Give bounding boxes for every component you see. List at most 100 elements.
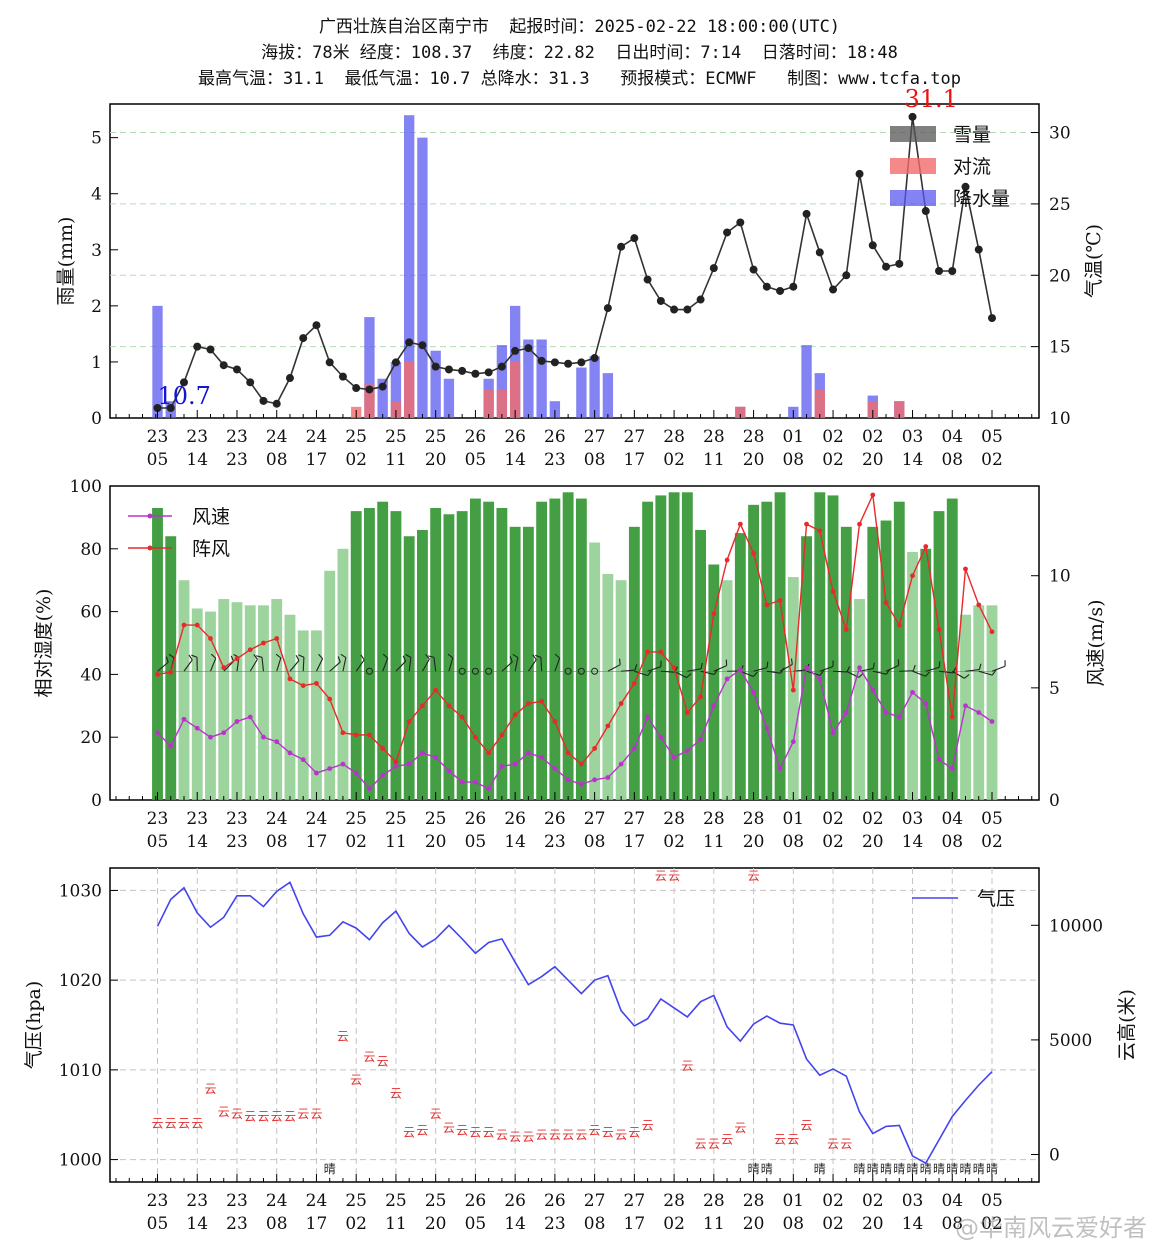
humidity-bar	[946, 498, 958, 800]
cloud-label: 云	[615, 1128, 627, 1142]
wind-barb	[978, 670, 993, 676]
precip-bar	[152, 305, 163, 418]
wind-barb	[647, 666, 662, 672]
cloud-label: 云	[403, 1126, 415, 1140]
humidity-bar	[867, 526, 879, 800]
temperature-point	[285, 374, 294, 383]
cloud-label: 云	[681, 1059, 693, 1073]
humidity-bar	[258, 605, 269, 800]
cloud-label: 云	[734, 1121, 746, 1135]
wind-speed-point	[499, 763, 505, 769]
wind-barb-flag	[210, 653, 217, 659]
x-tick-label-day: 26	[544, 1191, 566, 1211]
wind-barb	[421, 658, 430, 672]
cloud-label: 云	[575, 1128, 587, 1142]
gust-point	[843, 627, 849, 632]
cloud-label: 云	[721, 1132, 733, 1146]
gust-point	[645, 649, 651, 655]
wind-speed-point	[221, 730, 227, 736]
cloud-label: 云	[231, 1107, 243, 1121]
legend-label: 对流	[953, 156, 991, 178]
x-tick-label-day: 25	[385, 1191, 407, 1211]
cloud-label: 云	[642, 1119, 654, 1133]
x-tick-label-hour: 05	[147, 450, 169, 470]
y2-tick-label: 20	[1049, 266, 1071, 286]
temperature-line	[157, 116, 993, 409]
humidity-bar	[734, 533, 746, 800]
precip-bar	[390, 361, 402, 418]
wind-barb	[634, 670, 648, 677]
convection-bar	[814, 389, 825, 418]
x-tick-label-hour: 02	[663, 1214, 685, 1234]
cloud-label: 云	[244, 1110, 256, 1124]
wind-barb-flag	[634, 664, 638, 671]
x-tick-label-day: 25	[385, 427, 407, 447]
precip-bar	[602, 373, 614, 418]
wind-barb	[766, 670, 781, 674]
x-tick-label-day: 27	[624, 809, 646, 829]
precip-bar	[589, 356, 600, 418]
x-tick-label-day: 03	[902, 809, 924, 829]
header-summary-line: 最高气温：31.1 最低气温：10.7 总降水：31.3 预报模式：ECMWF …	[198, 69, 961, 89]
y-tick-label: 1000	[59, 1151, 102, 1171]
convection-bar	[364, 384, 375, 418]
clear-sky-label: 晴	[986, 1162, 998, 1176]
wind-speed-point	[817, 676, 823, 682]
x-tick-label-hour: 20	[425, 450, 447, 470]
temperature-point	[511, 346, 520, 355]
x-tick-label-day: 02	[822, 809, 844, 829]
clear-sky-label: 晴	[814, 1162, 826, 1176]
gust-point	[711, 611, 717, 617]
rain-axis-label: 雨量(mm)	[55, 217, 77, 306]
convection-bar	[867, 401, 878, 418]
wind-speed-point	[737, 667, 743, 673]
x-tick-label-hour: 02	[981, 450, 1003, 470]
wind-barb	[607, 664, 621, 672]
wind-barb-flag	[165, 656, 169, 663]
wind-speed-point	[274, 739, 280, 745]
wind-speed-point	[194, 725, 200, 731]
temperature-point	[842, 271, 851, 280]
wind-barb	[209, 658, 217, 672]
x-tick-label-hour: 20	[862, 1214, 884, 1234]
gust-point	[406, 719, 412, 724]
precip-bar	[536, 339, 547, 418]
precip-bar	[549, 401, 561, 418]
gust-line	[157, 492, 993, 766]
temperature-point	[961, 182, 970, 191]
humidity-bar	[311, 630, 322, 800]
x-tick-label-hour: 14	[504, 832, 526, 852]
x-tick-label-hour: 08	[941, 832, 963, 852]
wind-speed-point	[247, 714, 253, 720]
x-tick-label-hour: 02	[981, 832, 1003, 852]
precip-bar	[377, 378, 388, 418]
wind-barb	[540, 657, 543, 672]
temperature-point	[908, 112, 917, 121]
x-tick-label-hour: 20	[862, 832, 884, 852]
humidity-bar	[681, 492, 693, 800]
wind-barb-flag	[509, 656, 513, 663]
wind-barb	[249, 658, 258, 672]
x-tick-label-hour: 02	[663, 832, 685, 852]
humidity-bar	[774, 492, 786, 800]
pressure-axis-label: 气压(hpa)	[23, 981, 45, 1070]
wind-speed-point	[327, 766, 333, 771]
wind-speed-point	[446, 768, 452, 774]
clear-sky-label: 晴	[867, 1162, 879, 1176]
gust-point	[724, 557, 730, 563]
x-tick-label-hour: 14	[902, 450, 924, 470]
x-tick-label-day: 02	[862, 1191, 884, 1211]
wind-speed-point	[552, 766, 558, 771]
wind-barb	[793, 669, 808, 672]
clear-sky-label: 晴	[920, 1162, 932, 1176]
wind-barb	[687, 668, 702, 672]
wind-barb-flag	[402, 655, 407, 662]
legend-label: 降水量	[953, 188, 1010, 210]
wind-barb-calm	[485, 667, 493, 675]
gust-point	[287, 676, 293, 682]
x-tick-label-day: 24	[266, 427, 288, 447]
wind-barb	[713, 665, 727, 672]
legend-label: 阵风	[192, 538, 230, 560]
legend-marker	[147, 513, 153, 519]
humidity-bar	[377, 501, 389, 800]
